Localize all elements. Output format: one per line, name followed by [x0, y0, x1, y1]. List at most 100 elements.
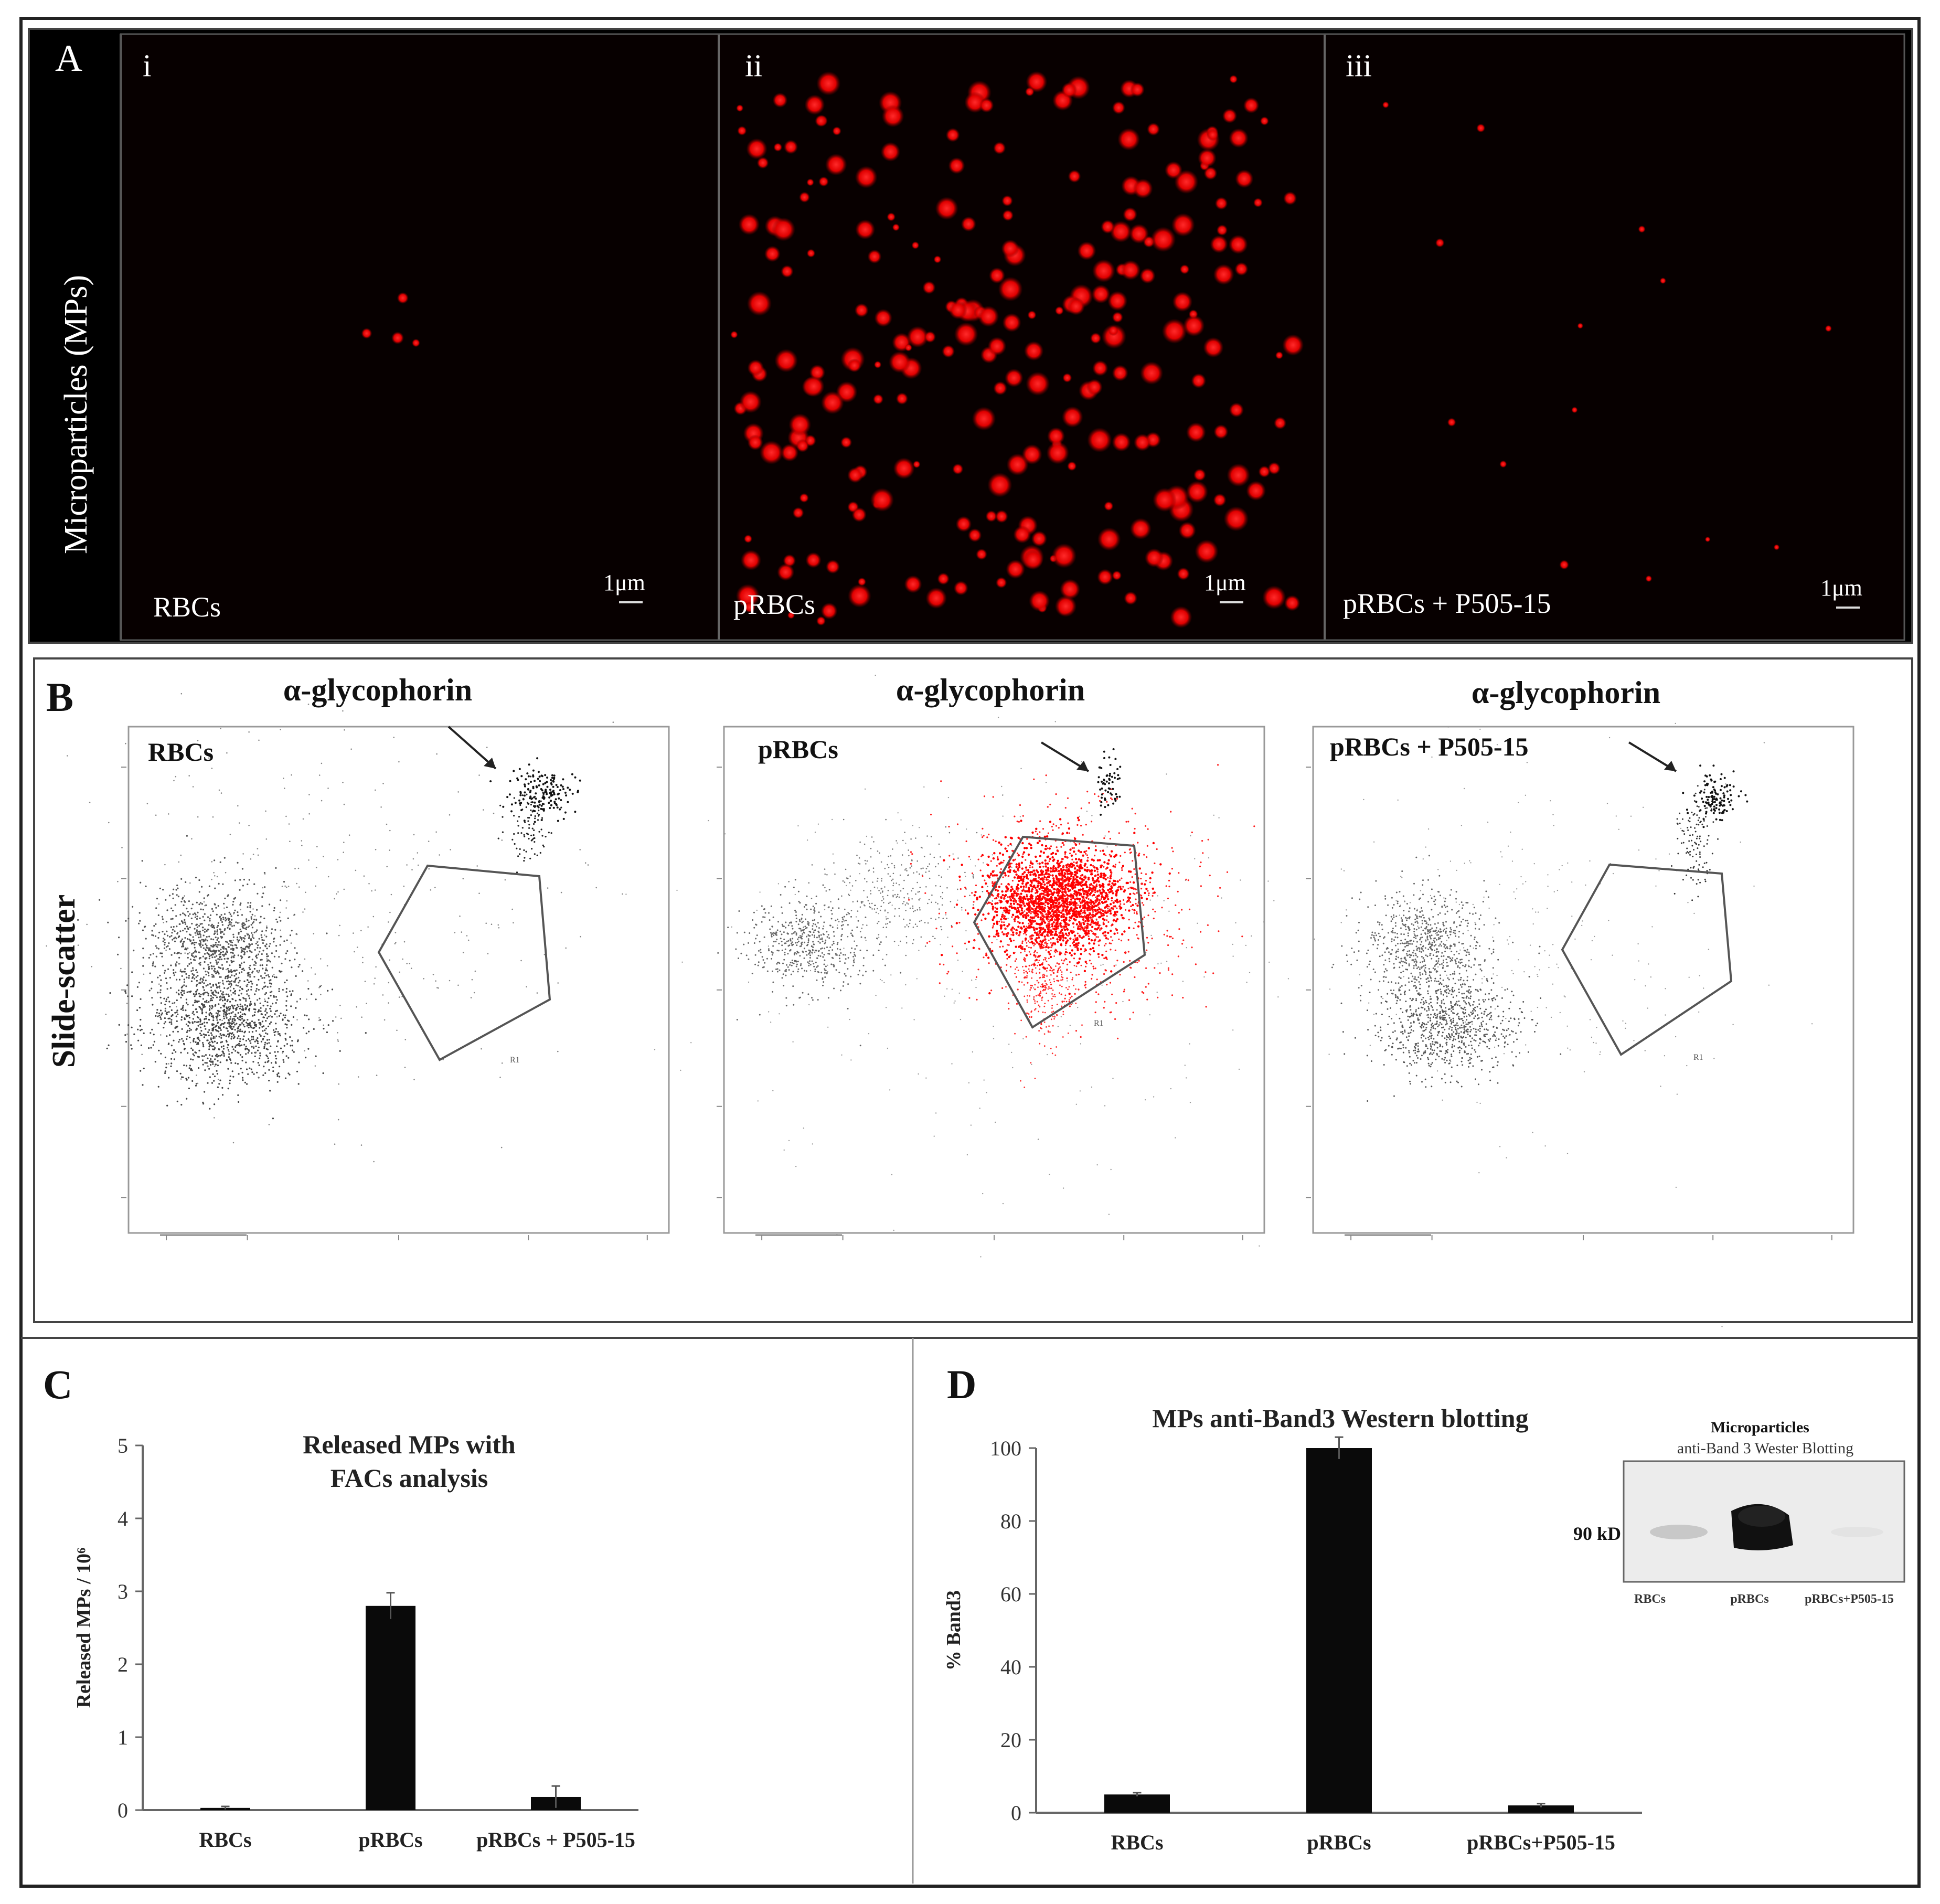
scatter-event [957, 857, 959, 859]
scatter-event [159, 1016, 162, 1018]
scatter-event [537, 778, 539, 780]
scatter-event [1037, 863, 1039, 865]
scatter-event [247, 979, 249, 981]
scatter-event [1051, 886, 1053, 889]
scatter-event [841, 921, 843, 923]
scatter-event [215, 1035, 217, 1037]
scatter-event [240, 909, 241, 911]
scatter-event [263, 1066, 265, 1068]
scatter-event [1057, 925, 1060, 928]
scatter-event [216, 961, 218, 963]
scatter-event [1070, 898, 1073, 901]
scatter-event [208, 1046, 210, 1048]
scatter-event [271, 928, 273, 930]
scatter-event [738, 910, 740, 912]
scatter-event [218, 1083, 220, 1085]
microparticle-dot [1170, 606, 1192, 629]
scatter-event [234, 999, 237, 1002]
scatter-event [356, 946, 358, 948]
scatter-event [852, 955, 855, 958]
scatter-event [552, 780, 555, 783]
scatter-event [223, 996, 226, 998]
scatter-event [680, 1069, 681, 1071]
scatter-event [295, 1007, 297, 1009]
scatter-event [835, 969, 837, 971]
scatter-event [214, 1047, 216, 1049]
scatter-event [983, 862, 984, 864]
scatter-event [791, 960, 793, 961]
scatter-event [226, 918, 228, 920]
scatter-event [255, 1030, 257, 1032]
scatter-event [251, 927, 253, 929]
scatter-event [176, 1100, 178, 1102]
scatter-event [838, 954, 840, 956]
scatter-event [919, 827, 920, 828]
scatter-event [918, 899, 920, 901]
scatter-event [318, 1017, 320, 1019]
scatter-event [257, 1010, 259, 1013]
scatter-event [197, 1017, 199, 1019]
scatter-event [840, 924, 843, 927]
scatter-event [571, 773, 573, 775]
scatter-event [265, 1027, 267, 1029]
scatter-event [284, 958, 286, 960]
scatter-event [157, 937, 159, 939]
scatter-event [280, 929, 281, 931]
scatter-event [290, 1045, 292, 1047]
scatter-event [919, 909, 921, 911]
scatter-event [207, 1082, 209, 1084]
scatter-event [527, 817, 529, 819]
microparticle-dot [773, 143, 783, 152]
scatter-event [430, 889, 432, 891]
scatter-event [838, 921, 840, 922]
scatter-event [213, 976, 215, 978]
scatter-event [260, 1035, 262, 1037]
microparticle-dot [1177, 567, 1190, 580]
scatter-event [219, 1055, 221, 1057]
microparticle-dot [1112, 101, 1125, 114]
scatter-event [1003, 924, 1006, 927]
scatter-event [878, 950, 880, 951]
scatter-event [905, 935, 908, 938]
scatter-event [794, 879, 796, 881]
scatter-event [185, 881, 187, 883]
scatter-event [225, 977, 227, 980]
scatter-event [972, 875, 974, 877]
scatter-event [239, 990, 241, 992]
scatter-event [417, 852, 419, 854]
scatter-event [225, 953, 227, 955]
scatter-event [1084, 905, 1086, 908]
scatter-event [227, 895, 229, 897]
scatter-event [301, 840, 303, 842]
scatter-event [219, 1033, 221, 1035]
scatter-event [204, 1001, 206, 1003]
scatter-event [238, 1044, 240, 1046]
scatter-event [818, 927, 820, 929]
microparticle-dot [847, 467, 864, 483]
scatter-event [172, 939, 174, 941]
scatter-event [278, 988, 280, 990]
scatter-event [842, 880, 844, 882]
scatter-event [761, 956, 763, 958]
scatter-event [237, 911, 239, 913]
scatter-event [555, 798, 557, 801]
scatter-event [887, 873, 889, 875]
scatter-event [681, 961, 683, 963]
scatter-event [951, 924, 953, 927]
scatter-event [1060, 930, 1062, 933]
scatter-event [892, 848, 893, 850]
scatter-event [212, 1036, 215, 1038]
scatter-event [827, 1026, 829, 1028]
scatter-event [1157, 895, 1158, 897]
scatter-event [1078, 858, 1080, 861]
scatter-event [387, 921, 389, 923]
scatter-event [817, 930, 819, 932]
scatter-event [848, 913, 850, 914]
scatter-event [841, 928, 843, 930]
scatter-event [248, 972, 250, 974]
scatter-event [187, 1052, 189, 1054]
scatter-event [776, 971, 779, 973]
microparticle-dot [935, 197, 958, 220]
scatter-event [1049, 884, 1051, 887]
scatter-event [272, 1003, 274, 1005]
